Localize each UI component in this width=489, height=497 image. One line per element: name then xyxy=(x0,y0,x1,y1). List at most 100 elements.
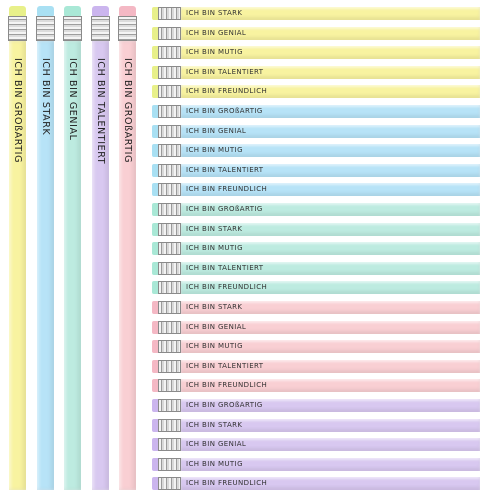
pencil-ferrule xyxy=(158,379,181,392)
pencil-ferrule xyxy=(158,340,181,353)
pencil-ferrule xyxy=(158,399,181,412)
pencil-label: ICH BIN STARK xyxy=(186,421,243,429)
pencil-eraser xyxy=(152,399,158,412)
pencil-ferrule xyxy=(158,144,181,157)
pencil-label: ICH BIN FREUNDLICH xyxy=(186,479,268,487)
pencil-label: ICH BIN FREUNDLICH xyxy=(186,185,268,193)
pencil-eraser xyxy=(152,458,158,471)
horizontal-pencil: ICH BIN STARK xyxy=(152,7,480,20)
pencil-ferrule xyxy=(158,203,181,216)
pencil-label: ICH BIN GENIAL xyxy=(186,323,247,331)
pencil-body xyxy=(181,458,480,471)
pencil-ferrule xyxy=(158,477,181,490)
pencil-ferrule xyxy=(158,46,181,59)
pencil-ferrule xyxy=(91,16,110,41)
pencil-label: ICH BIN MUTIG xyxy=(186,342,243,350)
pencil-body xyxy=(92,41,109,490)
pencil-ferrule xyxy=(158,7,181,20)
horizontal-pencil: ICH BIN MUTIG xyxy=(152,46,480,59)
pencil-eraser xyxy=(152,7,158,20)
pencil-body xyxy=(181,164,480,177)
pencil-label: ICH BIN FREUNDLICH xyxy=(186,381,268,389)
pencil-eraser xyxy=(64,6,81,16)
pencil-ferrule xyxy=(158,85,181,98)
horizontal-pencil: ICH BIN GENIAL xyxy=(152,27,480,40)
pencil-ferrule xyxy=(118,16,137,41)
pencil-eraser xyxy=(152,379,158,392)
pencil-eraser xyxy=(152,321,158,334)
pencil-label: ICH BIN GENIAL xyxy=(186,127,247,135)
pencil-eraser xyxy=(152,262,158,275)
pencil-eraser xyxy=(152,105,158,118)
pencil-eraser xyxy=(152,183,158,196)
pencil-label: ICH BIN GENIAL xyxy=(186,29,247,37)
horizontal-pencil: ICH BIN GENIAL xyxy=(152,125,480,138)
vertical-pencil: ICH BIN TALENTIERT xyxy=(91,6,110,490)
horizontal-pencil: ICH BIN STARK xyxy=(152,301,480,314)
pencil-ferrule xyxy=(158,458,181,471)
pencil-label: ICH BIN MUTIG xyxy=(186,460,243,468)
pencil-body xyxy=(181,46,480,59)
pencil-label: ICH BIN GENIAL xyxy=(67,58,78,141)
pencil-body xyxy=(181,438,480,451)
pencil-body xyxy=(181,379,480,392)
pencil-label: ICH BIN GENIAL xyxy=(186,440,247,448)
pencil-ferrule xyxy=(158,105,181,118)
pencil-body xyxy=(181,419,480,432)
pencil-ferrule xyxy=(158,419,181,432)
vertical-pencil: ICH BIN GROßARTIG xyxy=(8,6,27,490)
horizontal-pencil: ICH BIN MUTIG xyxy=(152,144,480,157)
pencil-label: ICH BIN GROßARTIG xyxy=(122,58,133,164)
horizontal-pencil: ICH BIN GROßARTIG xyxy=(152,399,480,412)
pencil-body xyxy=(181,360,480,373)
horizontal-pencil: ICH BIN TALENTIERT xyxy=(152,360,480,373)
horizontal-pencil: ICH BIN GENIAL xyxy=(152,438,480,451)
pencil-ferrule xyxy=(158,223,181,236)
pencil-body xyxy=(181,85,480,98)
pencil-ferrule xyxy=(158,321,181,334)
pencil-label: ICH BIN FREUNDLICH xyxy=(186,283,268,291)
pencil-eraser xyxy=(152,125,158,138)
pencil-body xyxy=(181,301,480,314)
pencil-ferrule xyxy=(158,242,181,255)
horizontal-pencil: ICH BIN TALENTIERT xyxy=(152,66,480,79)
pencil-label: ICH BIN MUTIG xyxy=(186,244,243,252)
pencil-eraser xyxy=(152,203,158,216)
pencil-eraser xyxy=(152,85,158,98)
horizontal-pencil: ICH BIN GENIAL xyxy=(152,321,480,334)
horizontal-pencil: ICH BIN MUTIG xyxy=(152,242,480,255)
pencil-eraser xyxy=(152,66,158,79)
pencil-ferrule xyxy=(158,438,181,451)
horizontal-pencil: ICH BIN STARK xyxy=(152,419,480,432)
pencil-ferrule xyxy=(158,281,181,294)
pencil-eraser xyxy=(152,144,158,157)
pencil-body xyxy=(181,477,480,490)
pencil-body xyxy=(9,41,26,490)
pencil-label: ICH BIN TALENTIERT xyxy=(186,264,264,272)
pencil-body xyxy=(64,41,81,490)
pencil-body xyxy=(181,66,480,79)
horizontal-pencil: ICH BIN TALENTIERT xyxy=(152,262,480,275)
horizontal-pencil: ICH BIN FREUNDLICH xyxy=(152,477,480,490)
pencil-label: ICH BIN GROßARTIG xyxy=(12,58,23,164)
horizontal-pencil: ICH BIN STARK xyxy=(152,223,480,236)
pencil-eraser xyxy=(152,27,158,40)
pencil-ferrule xyxy=(158,183,181,196)
pencil-ferrule xyxy=(158,66,181,79)
pencil-eraser xyxy=(152,360,158,373)
pencil-label: ICH BIN TALENTIERT xyxy=(186,68,264,76)
pencil-label: ICH BIN STARK xyxy=(186,225,243,233)
pencil-ferrule xyxy=(158,125,181,138)
horizontal-pencil: ICH BIN FREUNDLICH xyxy=(152,281,480,294)
pencil-ferrule xyxy=(8,16,27,41)
pencil-eraser xyxy=(152,164,158,177)
pencil-body xyxy=(37,41,54,490)
pencil-label: ICH BIN MUTIG xyxy=(186,48,243,56)
pencil-eraser xyxy=(119,6,136,16)
pencil-label: ICH BIN MUTIG xyxy=(186,146,243,154)
pencil-body xyxy=(181,399,480,412)
pencil-ferrule xyxy=(158,164,181,177)
pencil-eraser xyxy=(37,6,54,16)
pencil-ferrule xyxy=(158,301,181,314)
